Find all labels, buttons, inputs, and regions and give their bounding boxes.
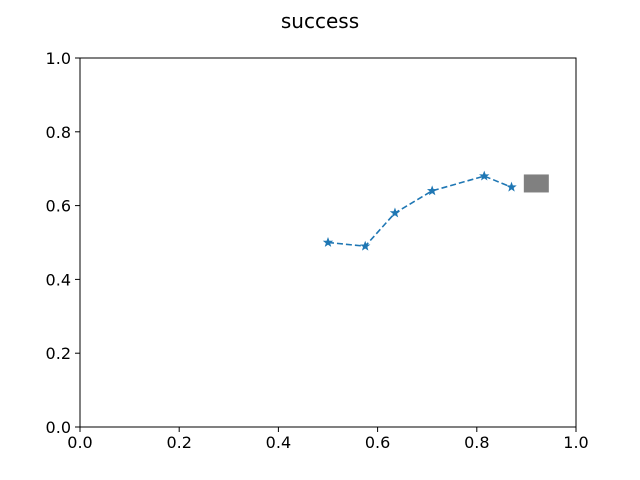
x-axis: 0.0 0.2 0.4 0.6 0.8 1.0 — [67, 427, 589, 452]
series-point — [479, 170, 490, 181]
goal-marker — [523, 174, 549, 193]
plot-area-frame — [79, 57, 577, 428]
x-tick-label: 0.8 — [464, 433, 489, 452]
y-axis: 0.0 0.2 0.4 0.6 0.8 1.0 — [46, 49, 80, 437]
series-point — [389, 207, 401, 218]
y-tick-label: 0.6 — [46, 197, 71, 216]
series-point — [426, 185, 438, 196]
x-tick-label: 0.4 — [266, 433, 291, 452]
y-tick-label: 0.0 — [46, 418, 71, 437]
series-point — [360, 240, 371, 251]
x-tick-label: 0.2 — [166, 433, 191, 452]
series-layer — [322, 170, 517, 251]
x-tick-label: 1.0 — [563, 433, 588, 452]
y-tick-label: 0.4 — [46, 270, 71, 289]
chart-title: success — [281, 9, 359, 33]
y-tick-label: 0.2 — [46, 344, 71, 363]
goal-layer — [523, 174, 549, 193]
y-tick-label: 0.8 — [46, 123, 71, 142]
series-point — [322, 237, 334, 247]
x-tick-label: 0.0 — [67, 433, 92, 452]
series-point — [506, 181, 517, 192]
y-tick-label: 1.0 — [46, 49, 71, 68]
series-line — [327, 175, 512, 248]
x-tick-label: 0.6 — [365, 433, 390, 452]
